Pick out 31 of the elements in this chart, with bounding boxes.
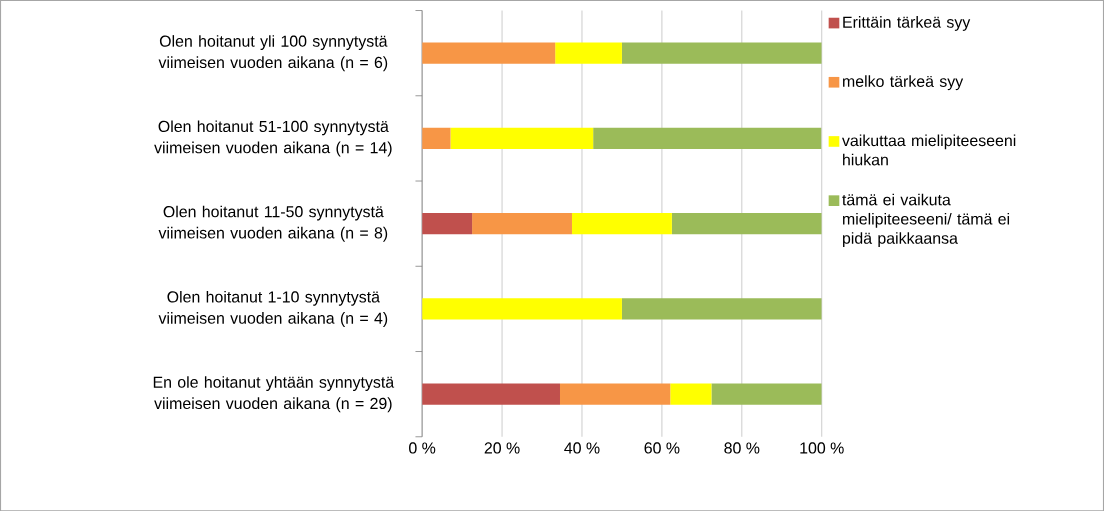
legend-label: Erittäin tärkeä syy [843,16,971,31]
x-tick-label: 40 % [564,442,600,454]
bar [422,383,560,405]
bar [422,42,556,64]
legend-label: melko tärkeä syy [843,75,964,91]
bar [472,212,572,235]
x-tick-label: 80 % [724,442,760,454]
bar [593,127,822,149]
y-tick-label: En ole hoitanut yhtään synnytystä viimeisen vuoden aikana (n = 29) [153,376,395,413]
x-tick-label: 0 % [409,442,436,454]
bar [422,212,473,235]
y-tick-label: Olen hoitanut 1-10 synnytystä viimeisen vuoden aikana (n = 4) [158,290,388,327]
y-tick-label: Olen hoitanut 51-100 synnytystä viimeisen vuoden aikana (n = 14) [154,120,392,157]
bar [422,298,622,320]
bar [621,298,822,320]
bar [621,42,822,64]
bar [571,212,672,235]
x-tick-label: 20 % [484,442,520,454]
y-tick-label: Olen hoitanut yli 100 synnytystä viimeisen vuoden aikana (n = 6) [158,35,388,72]
legend-label: vaikuttaa mielipiteeseeni hiukan [842,134,1016,166]
x-tick-label: 100 % [800,442,844,454]
legend-label: tämä ei vaikuta mielipiteeseeni/ tämä ei pidä paikkaansa [842,193,1010,247]
bar [671,212,822,235]
bar [670,383,712,405]
y-tick-label: Olen hoitanut 11-50 synnytystä viimeisen vuoden aikana (n = 8) [158,205,388,242]
bar [711,383,822,405]
bar [560,383,671,405]
bar [422,127,451,149]
bar [555,42,622,64]
bar [450,127,594,149]
x-tick-label: 60 % [644,442,680,454]
